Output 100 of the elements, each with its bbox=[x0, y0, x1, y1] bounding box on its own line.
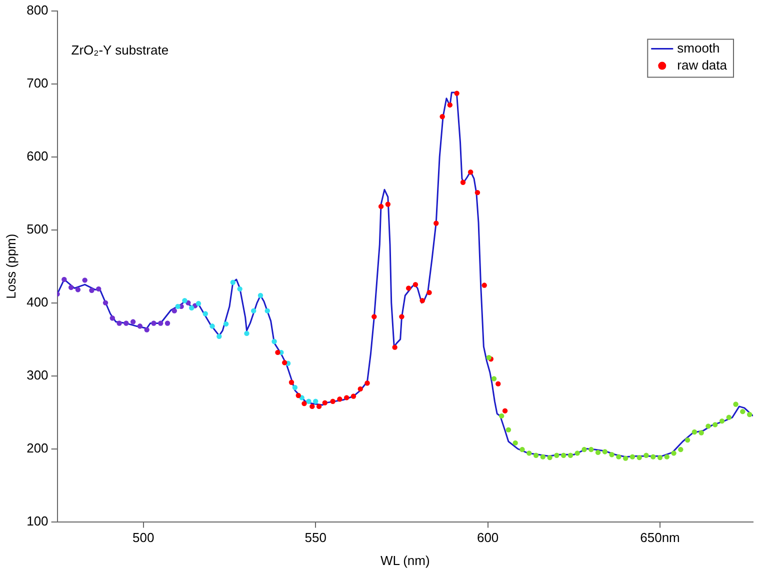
point bbox=[196, 300, 202, 306]
point bbox=[296, 392, 301, 398]
y-tick-label: 100 bbox=[26, 513, 48, 528]
point bbox=[102, 300, 108, 306]
point bbox=[698, 430, 704, 436]
point bbox=[96, 286, 102, 292]
point bbox=[216, 334, 222, 339]
legend-label: raw data bbox=[677, 57, 728, 72]
point bbox=[399, 314, 404, 320]
x-tick-label: 550 bbox=[304, 530, 326, 546]
y-tick-label: 700 bbox=[26, 75, 48, 90]
point bbox=[502, 408, 508, 414]
point bbox=[671, 450, 676, 456]
point bbox=[460, 180, 466, 185]
annotation: ZrO₂-Y substrate bbox=[71, 42, 169, 58]
point bbox=[554, 452, 560, 458]
x-tick-label: 650nm bbox=[640, 530, 680, 546]
point bbox=[547, 454, 552, 460]
point bbox=[158, 320, 164, 326]
point bbox=[164, 320, 170, 326]
point bbox=[506, 427, 512, 432]
point bbox=[75, 287, 81, 292]
point bbox=[540, 454, 546, 460]
point bbox=[151, 320, 156, 326]
legend-label: smooth bbox=[677, 40, 720, 56]
point bbox=[130, 319, 136, 324]
point bbox=[306, 398, 312, 404]
point bbox=[560, 452, 566, 458]
point bbox=[692, 429, 698, 435]
point bbox=[657, 454, 663, 460]
y-tick-label: 300 bbox=[26, 367, 48, 382]
point bbox=[636, 454, 642, 460]
point bbox=[62, 276, 67, 282]
point bbox=[498, 413, 504, 419]
point bbox=[137, 324, 143, 329]
y-tick-label: 200 bbox=[26, 440, 48, 456]
point bbox=[350, 394, 356, 399]
point bbox=[482, 282, 487, 288]
point bbox=[251, 308, 256, 314]
point bbox=[258, 292, 264, 298]
point bbox=[230, 280, 236, 285]
point bbox=[237, 286, 242, 292]
point bbox=[313, 398, 318, 404]
point bbox=[496, 381, 501, 386]
point bbox=[595, 450, 601, 456]
point bbox=[275, 350, 280, 356]
point bbox=[512, 440, 518, 446]
point bbox=[588, 446, 594, 452]
point bbox=[244, 330, 250, 336]
y-axis-title: Loss (ppm) bbox=[3, 234, 18, 299]
point bbox=[282, 360, 288, 366]
point bbox=[175, 304, 180, 310]
point bbox=[144, 327, 150, 332]
point bbox=[392, 344, 398, 350]
point bbox=[526, 450, 532, 456]
y-tick-label: 600 bbox=[26, 148, 48, 164]
point bbox=[568, 452, 574, 458]
point bbox=[582, 446, 587, 452]
point bbox=[712, 422, 718, 428]
point bbox=[520, 446, 525, 452]
point bbox=[440, 114, 445, 120]
point bbox=[116, 320, 122, 326]
point bbox=[182, 298, 188, 304]
point bbox=[372, 314, 377, 320]
point bbox=[364, 380, 370, 386]
point bbox=[746, 412, 752, 418]
y-tick-label: 500 bbox=[26, 221, 48, 236]
point bbox=[330, 398, 336, 404]
point bbox=[426, 290, 432, 296]
point bbox=[474, 190, 480, 196]
point bbox=[602, 449, 608, 454]
point bbox=[644, 452, 649, 458]
point bbox=[574, 450, 580, 456]
point bbox=[622, 456, 628, 461]
point bbox=[202, 311, 208, 316]
point bbox=[344, 395, 350, 400]
point bbox=[454, 90, 460, 96]
point bbox=[337, 396, 342, 402]
y-tick-label: 800 bbox=[26, 2, 48, 18]
point bbox=[678, 446, 684, 452]
point bbox=[412, 282, 418, 288]
point bbox=[68, 284, 74, 290]
point bbox=[719, 418, 725, 424]
point bbox=[385, 202, 391, 207]
point bbox=[468, 170, 474, 175]
x-tick-label: 600 bbox=[476, 530, 499, 546]
point bbox=[733, 402, 738, 407]
point bbox=[110, 316, 115, 321]
point bbox=[172, 308, 177, 314]
point bbox=[664, 454, 670, 460]
point bbox=[406, 286, 412, 291]
point bbox=[210, 324, 215, 329]
point bbox=[726, 414, 732, 420]
point bbox=[82, 278, 88, 283]
point bbox=[288, 380, 294, 385]
point bbox=[302, 400, 307, 406]
point bbox=[292, 384, 298, 390]
point bbox=[310, 404, 315, 410]
x-tick-label: 500 bbox=[132, 530, 154, 546]
point bbox=[89, 288, 94, 293]
